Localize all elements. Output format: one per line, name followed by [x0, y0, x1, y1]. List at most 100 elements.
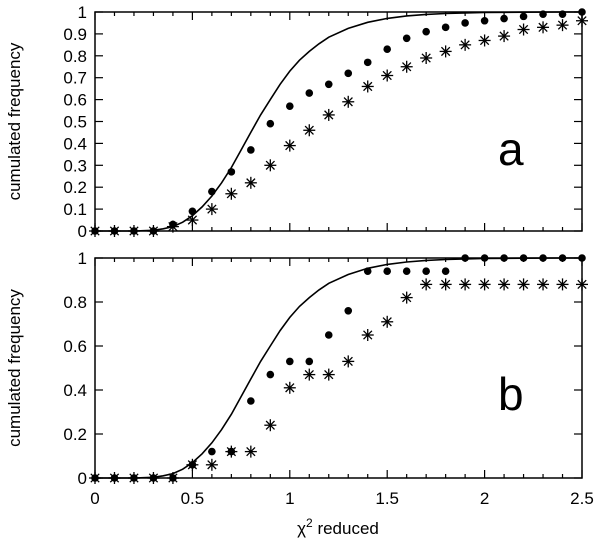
- star-point: [537, 21, 550, 34]
- star-point: [283, 381, 296, 394]
- star-point: [205, 203, 218, 216]
- star-point: [556, 19, 569, 32]
- star-point: [478, 278, 491, 291]
- star-point: [381, 315, 394, 328]
- dot-point: [363, 58, 372, 67]
- panel-b-letter: b: [498, 368, 524, 420]
- y-tick-label: 0.8: [63, 47, 87, 66]
- star-point: [225, 445, 238, 458]
- star-point: [205, 458, 218, 471]
- dot-point: [519, 12, 528, 21]
- star-point: [342, 355, 355, 368]
- dot-point: [324, 80, 333, 89]
- dot-point: [286, 357, 294, 366]
- dot-point: [402, 267, 411, 276]
- x-tick-label: 1.5: [375, 489, 399, 508]
- x-tick-label: 2.5: [570, 489, 594, 508]
- dot-point: [441, 267, 450, 276]
- panel-b: 0 0.2 0.4 0.6 0.8 1 0 0.5 1 1.5 2 2.5 cumulated fre…: [5, 249, 594, 508]
- panel-a-letter: a: [498, 123, 524, 175]
- star-point: [381, 69, 394, 82]
- model-curve: [95, 257, 582, 479]
- y-tick-label: 0.4: [63, 134, 87, 153]
- dot-point: [266, 370, 275, 379]
- panel-b-marks: [89, 254, 588, 484]
- y-tick-label: 0: [78, 222, 87, 241]
- panel-b-frame: [94, 257, 583, 479]
- star-point: [400, 291, 413, 304]
- y-tick-label: 0.3: [63, 156, 87, 175]
- x-axis-label: χ2 reduced: [297, 516, 379, 538]
- panel-a: 0 0.1 0.2 0.3 0.4 0.5 0.6 0.7 0.8 0.9 1 cumulated …: [5, 3, 588, 241]
- y-tick-label: 0.6: [63, 91, 87, 110]
- x-axis-label-chi: χ: [297, 519, 306, 538]
- star-point: [439, 278, 452, 291]
- x-tick-label: 0: [90, 489, 99, 508]
- panel-b-ylabel: cumulated frequency: [5, 289, 24, 447]
- star-point: [420, 51, 433, 64]
- dot-point: [383, 267, 392, 276]
- dot-point: [402, 34, 411, 43]
- y-tick-label: 0.8: [63, 293, 87, 312]
- panel-a-tick-labels: 0 0.1 0.2 0.3 0.4 0.5 0.6 0.7 0.8 0.9 1: [63, 3, 87, 241]
- y-tick-label: 0.6: [63, 337, 87, 356]
- star-point: [361, 329, 374, 341]
- y-tick-label: 0.2: [63, 425, 87, 444]
- star-point: [283, 139, 296, 152]
- y-tick-label: 0: [78, 469, 87, 488]
- y-tick-label: 0.2: [63, 178, 87, 197]
- dot-point: [422, 27, 430, 36]
- dot-point: [461, 19, 469, 27]
- star-point: [303, 368, 316, 381]
- star-point: [556, 278, 569, 291]
- x-tick-label: 0.5: [181, 489, 205, 508]
- panel-a-marks: [89, 8, 588, 237]
- y-tick-label: 1: [78, 3, 87, 22]
- dot-point: [422, 267, 430, 276]
- y-tick-label: 0.7: [63, 69, 87, 88]
- star-point: [537, 278, 550, 291]
- x-tick-label: 2: [480, 489, 489, 508]
- star-point: [264, 159, 277, 172]
- panel-a-frame: [94, 11, 583, 232]
- dot-point: [286, 102, 294, 110]
- star-point: [439, 45, 452, 58]
- star-point: [342, 95, 355, 108]
- y-tick-label: 0.9: [63, 25, 87, 44]
- star-point: [576, 278, 588, 291]
- star-point: [576, 14, 588, 27]
- star-point: [322, 368, 335, 381]
- star-point: [478, 34, 491, 47]
- star-point: [420, 278, 433, 291]
- dot-point: [266, 119, 275, 128]
- star-point: [498, 30, 511, 43]
- dot-point: [324, 331, 333, 339]
- x-axis-label-superscript: 2: [306, 516, 313, 530]
- y-tick-label: 0.4: [63, 381, 87, 400]
- star-point: [498, 278, 511, 291]
- y-tick-label: 0.1: [63, 200, 87, 219]
- dot-point: [480, 16, 489, 25]
- star-point: [517, 278, 530, 291]
- star-point: [459, 38, 472, 51]
- star-point: [264, 419, 277, 432]
- dot-point: [247, 397, 255, 405]
- dot-point: [500, 14, 508, 23]
- star-point: [244, 176, 257, 189]
- dot-point: [247, 146, 255, 154]
- y-tick-label: 0.5: [63, 113, 87, 132]
- star-point: [361, 80, 374, 93]
- star-point: [244, 445, 257, 458]
- dot-point: [441, 23, 450, 32]
- y-tick-label: 1: [78, 249, 87, 268]
- dot-point: [305, 357, 314, 366]
- dot-point: [344, 69, 353, 78]
- x-axis-label-rest: reduced: [313, 519, 379, 538]
- dot-point: [344, 307, 353, 315]
- star-point: [186, 458, 199, 471]
- star-point: [303, 124, 316, 137]
- star-point: [517, 23, 530, 36]
- dot-point: [305, 89, 314, 97]
- panel-b-tick-labels: 0 0.2 0.4 0.6 0.8 1 0 0.5 1 1.5 2 2.5: [63, 249, 593, 508]
